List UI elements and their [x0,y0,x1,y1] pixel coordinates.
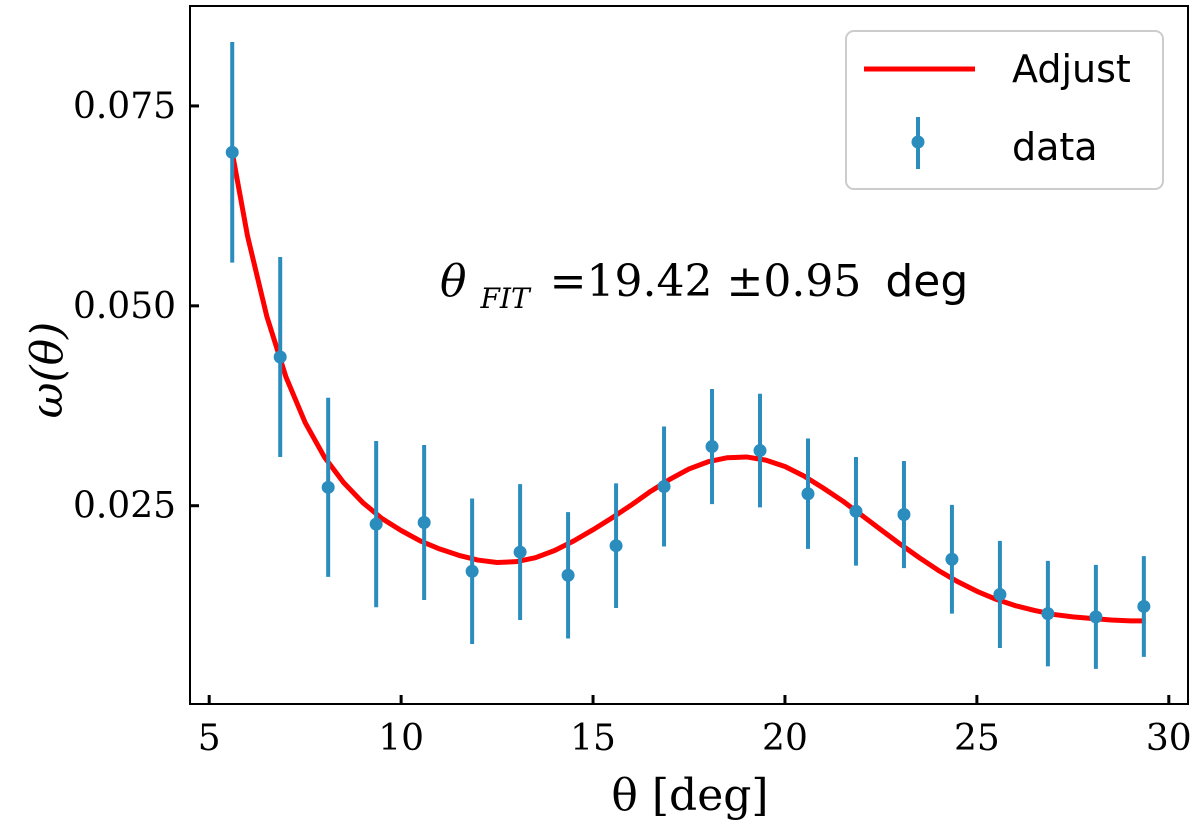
x-tick-label: 30 [1146,718,1192,759]
data-point [897,508,911,522]
x-axis-label-text: θ [deg] [611,770,768,821]
data-point [465,564,479,578]
data-point [801,487,815,501]
axes: 5 10 15 20 25 30 0.025 0.050 0.075 [73,5,1192,759]
y-axis-label: ω(θ) [22,322,73,419]
y-tick-label: 0.075 [73,86,176,127]
data-point [225,145,239,159]
data-point [273,350,287,364]
plot-frame [189,5,1189,705]
y-tick-label: 0.025 [73,486,176,527]
legend-data-marker [911,135,925,149]
data-point [849,504,863,518]
x-tick-label: 15 [570,718,616,759]
plot-area [225,41,1151,669]
legend-adjust-label: Adjust [1012,47,1131,91]
annotation-value: =19.42 ±0.95 [550,256,862,307]
data-point [369,517,383,531]
data-point [705,440,719,454]
data-point [1137,599,1151,613]
x-tick-label: 20 [762,718,808,759]
x-axis-label: θ [deg] [611,770,768,821]
data-point [609,539,623,553]
x-tick-label: 10 [378,718,424,759]
data-point [945,552,959,566]
data-point [1089,610,1103,624]
annotation-symbol: θ [440,256,467,307]
data-point [513,545,527,559]
data-point [1041,607,1055,621]
x-tick-label: 5 [198,718,221,759]
data-point [417,516,431,530]
data-point [657,480,671,494]
data-point [321,480,335,494]
annotation-subscript: FIT [480,282,532,315]
data-point [561,568,575,582]
annotation-unit: deg [885,256,968,307]
x-tick-label: 25 [954,718,1000,759]
data-point [753,444,767,458]
legend-data-label: data [1012,125,1098,169]
data-point [993,587,1007,601]
fit-annotation: θ FIT =19.42 ±0.95 deg [440,256,968,319]
y-tick-label: 0.050 [73,286,176,327]
legend: Adjust data [845,30,1164,190]
fit-curve [229,151,1146,624]
